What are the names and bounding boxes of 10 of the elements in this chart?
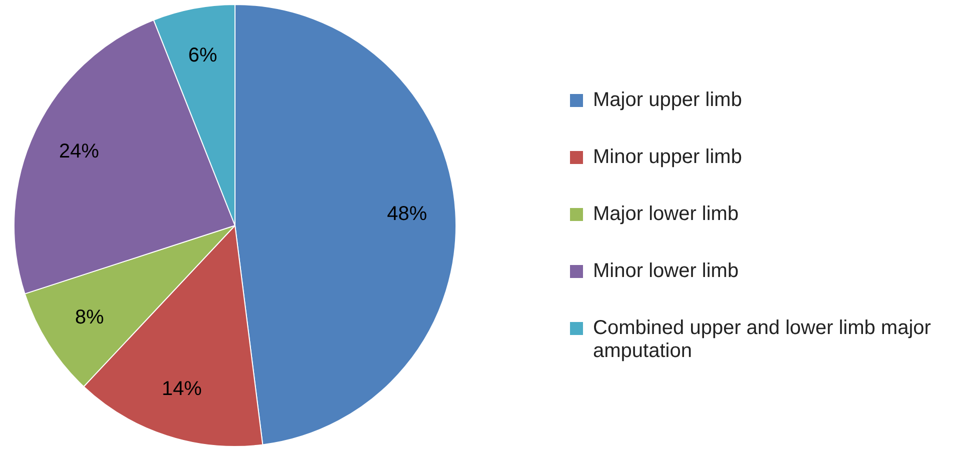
- legend-label: Minor upper limb: [593, 146, 743, 168]
- data-label: 6%: [188, 44, 218, 67]
- legend-label: Minor lower limb: [593, 260, 740, 282]
- data-label: 24%: [59, 140, 100, 163]
- legend-label: Combined upper and lower limb major amputation: [593, 316, 932, 362]
- data-label: 14%: [162, 378, 202, 400]
- data-label: 8%: [75, 306, 104, 328]
- data-label: 48%: [387, 203, 428, 226]
- legend-label: Major upper limb: [593, 88, 743, 112]
- legend-label: Major lower limb: [593, 202, 740, 226]
